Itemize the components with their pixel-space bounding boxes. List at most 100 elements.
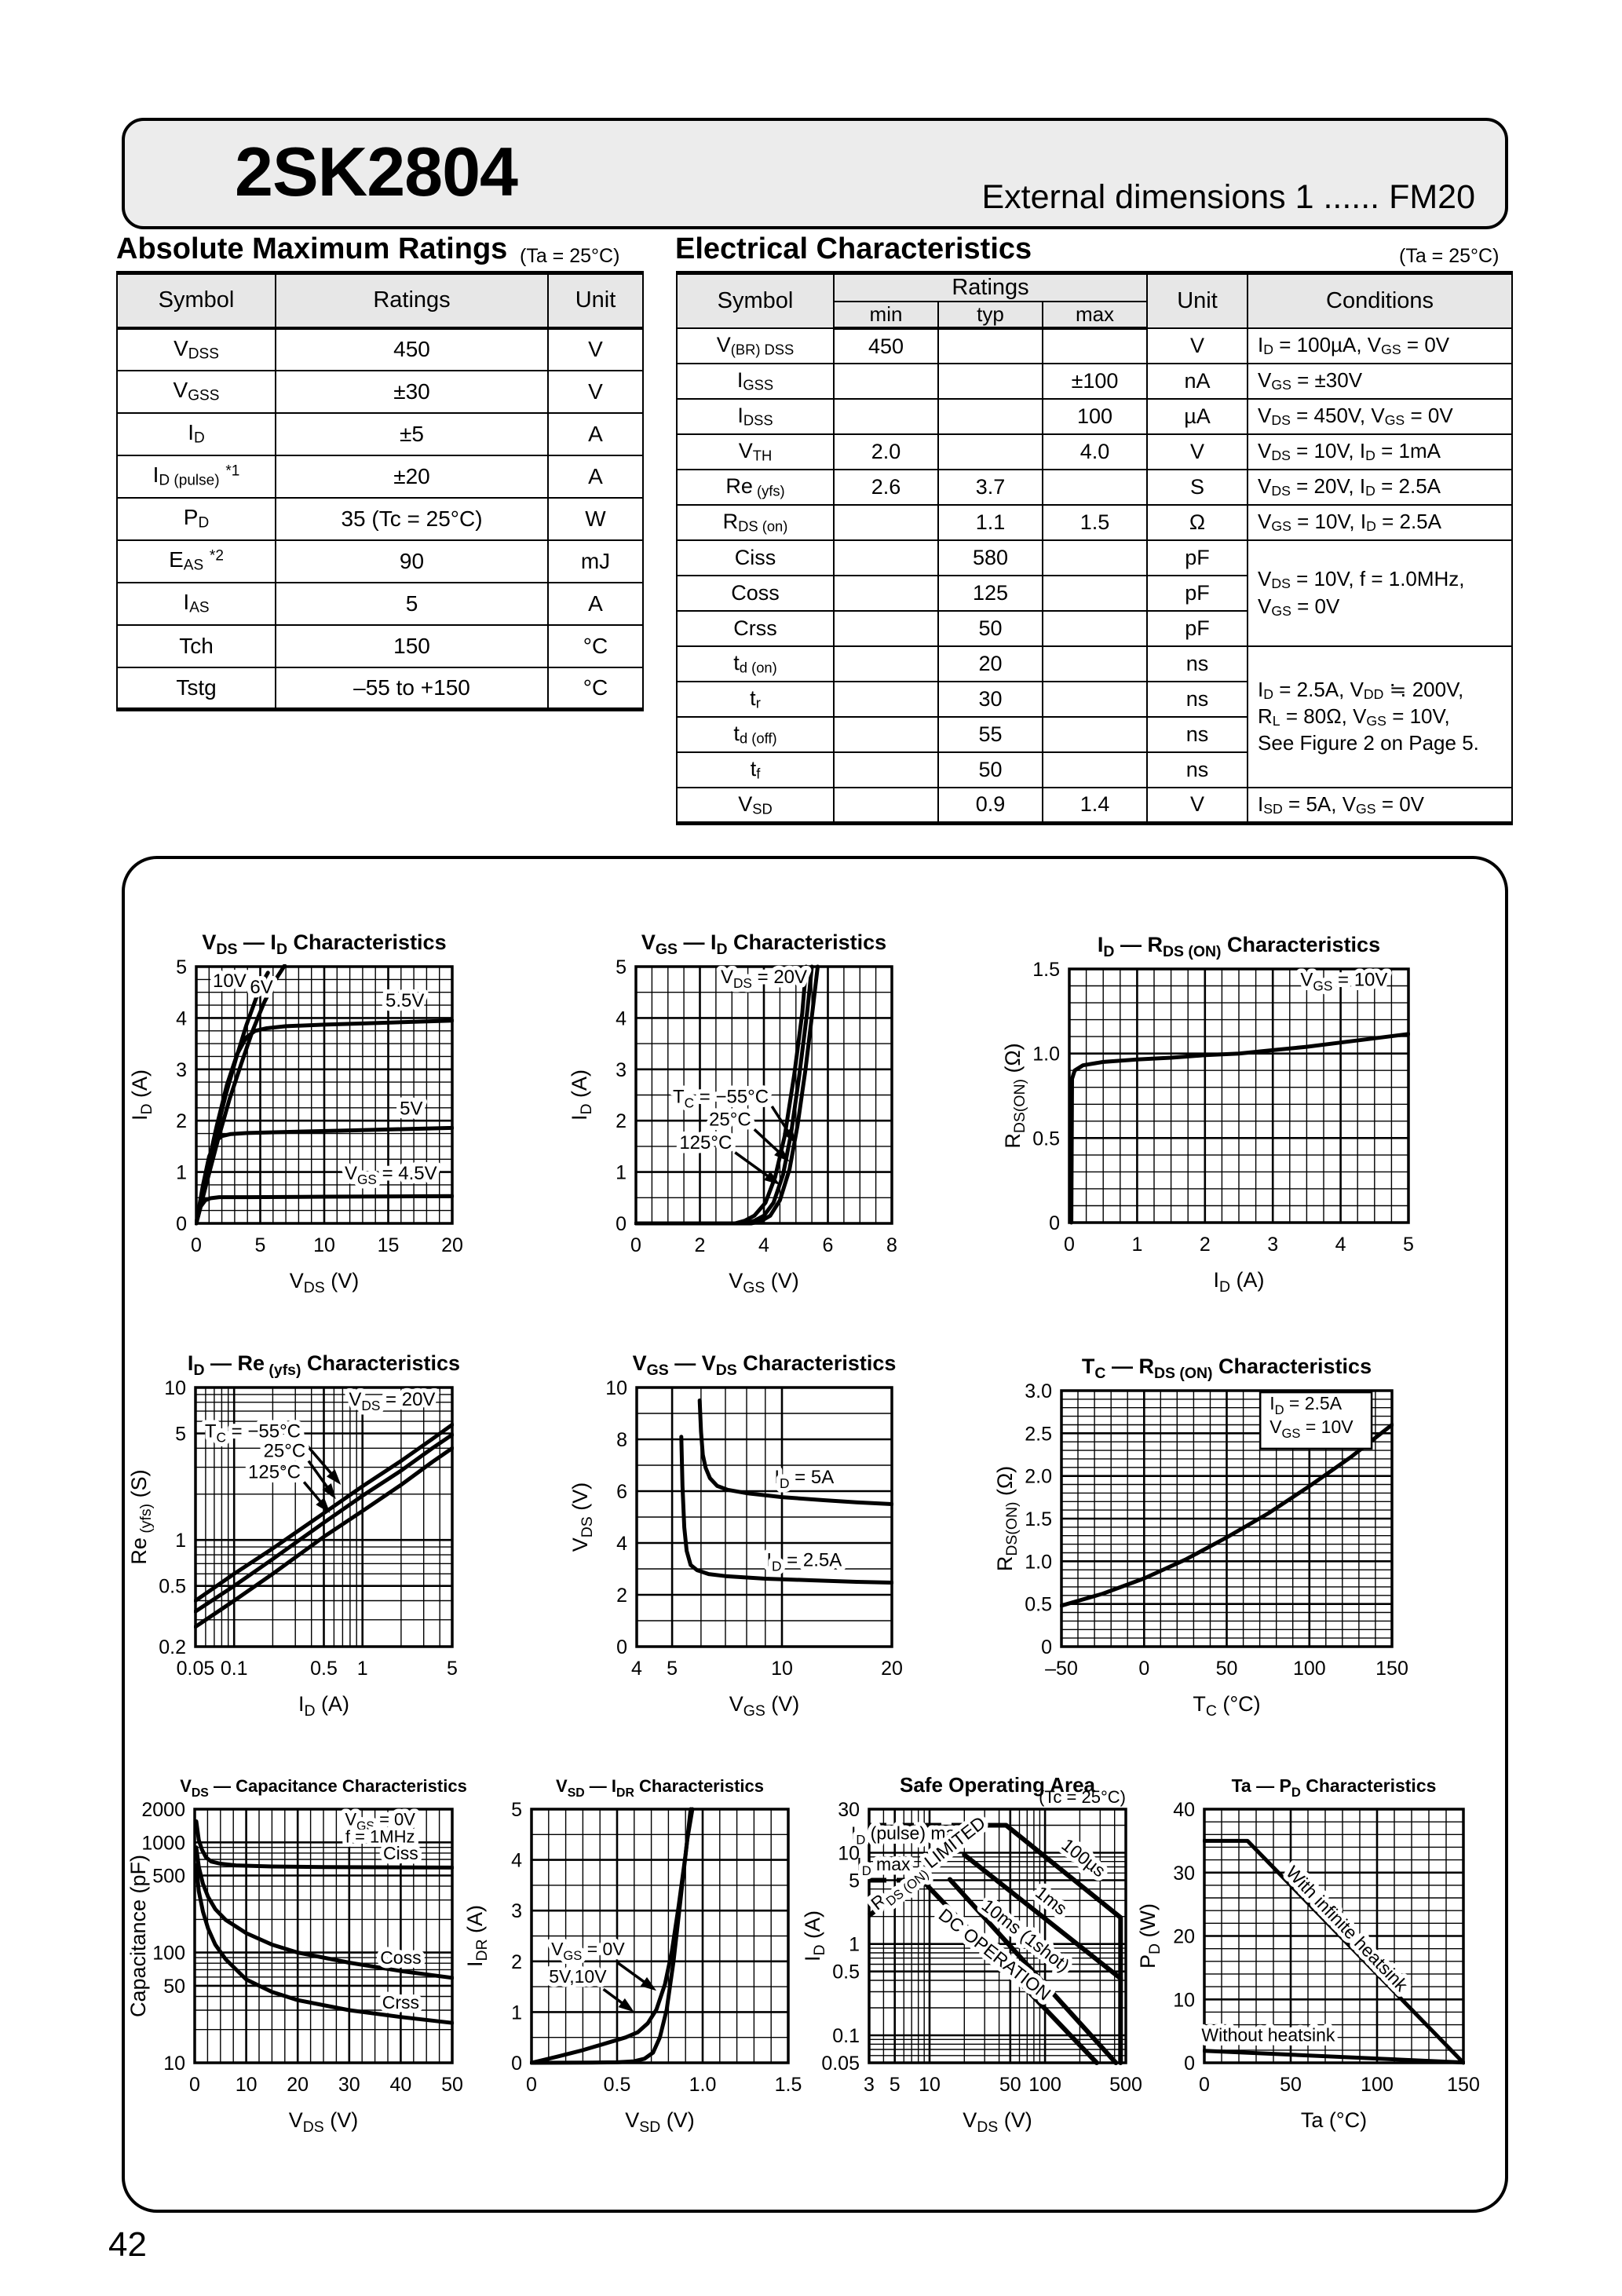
ec-unit: ns <box>1146 751 1249 788</box>
ec-symbol: Crss <box>676 610 835 647</box>
chart-title: VGS​ — VDS​ Characteristics <box>633 1351 897 1379</box>
ec-max <box>1041 575 1149 612</box>
chart-title: Safe Operating Area <box>900 1773 1096 1797</box>
y-axis-label: ID​ (A) <box>130 1069 155 1121</box>
series-vgs-4.5v <box>195 1194 454 1226</box>
amr-row: EAS *2 90 mJ <box>116 539 644 583</box>
ec-max <box>1041 327 1149 364</box>
y-tick-label: 0.1 <box>832 2025 860 2047</box>
series-ciss <box>194 1819 454 1870</box>
annotation-label: 6V <box>250 977 272 998</box>
ec-typ <box>937 398 1043 435</box>
id-rdson-svg: VGS​ = 10V 0 1 2 3 4 5 0 0.5 1.0 1.5 ID​ (A) RDS(ON)… <box>1001 933 1414 1296</box>
y-tick-label: 3 <box>511 1900 522 1922</box>
series-without-heatsink <box>1203 2049 1465 2065</box>
ec-symbol: Re (yfs) <box>676 469 835 506</box>
annotation-label: 125°C <box>679 1132 732 1153</box>
amr-rating: ±30 <box>275 369 549 414</box>
y-tick-label: 0 <box>616 1213 627 1235</box>
amr-symbol: IAS <box>116 581 276 626</box>
y-tick-label: 4 <box>616 1533 627 1555</box>
ec-typ: 50 <box>937 751 1043 788</box>
amr-symbol: EAS *2 <box>116 539 276 583</box>
arrow-head <box>774 1146 790 1162</box>
ec-header-row-1: Symbol Ratings Unit Conditions <box>676 272 1514 329</box>
ec-symbol: IDSS <box>676 398 835 435</box>
x-tick-label: 40 <box>389 2074 411 2096</box>
ec-header-typ: typ <box>937 301 1043 330</box>
series-tc-25c <box>634 964 814 1226</box>
x-tick-label: 0 <box>630 1234 641 1256</box>
ec-conditions: ISD = 5A, VGS = 0V <box>1247 787 1514 824</box>
y-tick-label: 1.0 <box>1025 1551 1052 1573</box>
x-tick-label: 3 <box>864 2074 875 2096</box>
callout-arrow <box>734 1151 775 1182</box>
amr-unit: °C <box>547 623 644 668</box>
y-tick-label: 0 <box>1049 1212 1060 1234</box>
annotation-label: 5V <box>400 1098 422 1119</box>
ec-row: td (off) 55 ns <box>676 716 1512 753</box>
ec-min <box>833 398 939 435</box>
y-tick-label: 5 <box>511 1799 522 1821</box>
x-axis-label: VSD​ (V) <box>625 2108 695 2136</box>
annotation-label: Crss <box>382 1992 419 2013</box>
x-tick-label: 5 <box>667 1658 678 1680</box>
x-axis-label: TC​ (°C) <box>1193 1692 1260 1720</box>
ec-row: IGSS ±100 nA VGS = ±30V <box>676 363 1514 400</box>
y-tick-label: 2 <box>616 1585 627 1607</box>
y-tick-label: 2 <box>176 1110 187 1132</box>
x-tick-label: 100 <box>1028 2074 1061 2096</box>
ec-max <box>1041 751 1149 788</box>
series-tc-25c <box>194 1432 454 1614</box>
amr-rating: –55 to +150 <box>275 666 549 711</box>
y-axis-label: VDS​ (V) <box>570 1483 596 1552</box>
ec-symbol: RDS (on) <box>676 504 835 541</box>
ec-typ: 3.7 <box>937 469 1043 506</box>
series-tc-minus55c <box>634 964 820 1226</box>
ec-row: RDS (on) 1.1 1.5 Ω VGS = 10V, ID = 2.5A <box>676 504 1514 541</box>
ec-max: 1.5 <box>1041 504 1149 541</box>
x-tick-label: 2 <box>695 1234 706 1256</box>
ec-row: tf 50 ns <box>676 751 1512 788</box>
arrow-head <box>764 1171 780 1185</box>
y-tick-label: 0 <box>616 1636 627 1658</box>
x-axis-label: VDS​ (V) <box>963 2108 1032 2136</box>
ec-typ <box>937 363 1043 400</box>
ec-symbol: VSD <box>676 787 835 824</box>
series-id-2.5a <box>679 1435 893 1585</box>
x-tick-label: 15 <box>378 1234 400 1256</box>
y-tick-label: 40 <box>1173 1799 1195 1821</box>
ec-conditions: VDS = 450V, VGS = 0V <box>1247 398 1514 435</box>
ec-min <box>833 787 939 824</box>
x-tick-label: –50 <box>1045 1658 1078 1680</box>
ec-typ <box>937 433 1043 470</box>
amr-unit: V <box>547 327 644 371</box>
annotation-label: 125°C <box>248 1461 301 1483</box>
amr-row: ID (pulse) *1 ±20 A <box>116 454 644 499</box>
annotation-label: Ciss <box>383 1843 418 1863</box>
arrow-head <box>322 1483 336 1500</box>
y-tick-label: 2 <box>511 1951 522 1973</box>
x-tick-label: 5 <box>447 1658 458 1680</box>
ec-max <box>1041 645 1149 682</box>
ec-row: Re (yfs) 2.6 3.7 S VDS = 20V, ID = 2.5A <box>676 469 1514 506</box>
amr-unit: °C <box>547 666 644 711</box>
ta-pd-svg: With infinite heatsink Without heatsink 0 5… <box>1136 1775 1480 2132</box>
series-with-infinite-heatsink <box>1203 1838 1465 2065</box>
arrow-head <box>618 1998 634 2013</box>
amr-symbol: PD <box>116 496 276 541</box>
x-axis-label: Ta (°C) <box>1301 2108 1367 2132</box>
amr-row: Tch 150 °C <box>116 623 644 668</box>
annotation-label: TC​ = −55°C <box>673 1086 769 1110</box>
chart-vgs-vds: ID​ = 5A ID​ = 2.5A 4 5 10 20 0 2 4 6 8 10 VGS​ (V) V… <box>568 1344 911 1721</box>
x-axis-label: ID​ (A) <box>298 1692 349 1720</box>
x-tick-label: 0 <box>191 1234 202 1256</box>
y-tick-label: 0.05 <box>821 2053 860 2075</box>
annotation-label: With infinite heatsink <box>1282 1862 1412 1995</box>
y-tick-label: 3.0 <box>1025 1380 1052 1402</box>
ec-header-min: min <box>833 301 939 330</box>
amr-symbol: VGSS <box>116 369 276 414</box>
series-vgs-5.5v <box>195 1018 454 1226</box>
